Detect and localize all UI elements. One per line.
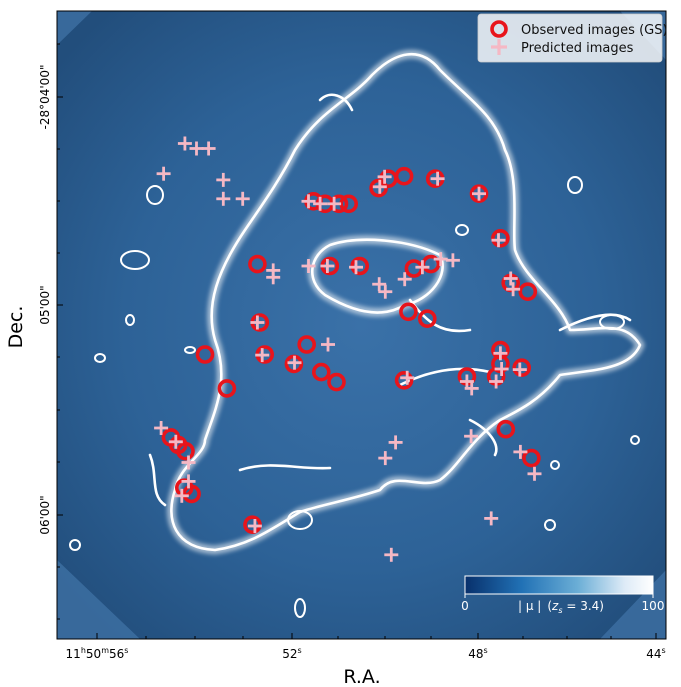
predicted-image-marker (372, 277, 387, 292)
observed-image-marker (339, 194, 359, 214)
predicted-image-marker (216, 191, 231, 206)
legend-box (477, 13, 663, 63)
y-tick-label-04: -28°04'00" (38, 65, 52, 130)
observed-image-marker (327, 372, 346, 392)
y-tick-label-05: 05'00" (38, 285, 52, 324)
observed-image-marker (469, 184, 489, 203)
predicted-image-marker (503, 271, 518, 286)
predicted-image-marker (464, 381, 479, 396)
x-axis-title: R.A. (343, 666, 380, 687)
predicted-image-marker (247, 519, 262, 533)
predicted-image-marker (400, 370, 415, 385)
magnification-map (57, 11, 666, 639)
predicted-image-marker (201, 141, 216, 156)
predicted-image-marker (174, 488, 189, 503)
predicted-image-marker (378, 284, 393, 299)
legend: Observed images (GS) Predicted images (477, 13, 668, 63)
axis-ticks (57, 43, 657, 639)
predicted-images-layer (154, 136, 542, 562)
predicted-image-marker (255, 348, 270, 363)
predicted-image-marker (388, 435, 403, 450)
predicted-image-marker (216, 172, 231, 187)
observed-image-marker (297, 335, 317, 354)
predicted-image-marker (464, 429, 479, 444)
predicted-image-marker (513, 444, 528, 459)
colorbar-max-label: 100 (642, 599, 665, 613)
predicted-image-marker (430, 171, 445, 186)
predicted-image-marker (433, 252, 448, 267)
predicted-image-marker (177, 136, 192, 151)
colorbar-gradient (464, 575, 654, 595)
predicted-image-marker (321, 337, 335, 352)
observed-image-marker (394, 370, 414, 390)
predicted-image-marker (377, 169, 392, 184)
x-tick-label-44: 44s (646, 646, 665, 661)
colorbar-label: | μ | (zs = 3.4) (518, 599, 604, 615)
observed-image-marker (217, 379, 237, 398)
observed-image-marker (399, 302, 418, 322)
predicted-image-marker (415, 260, 430, 275)
predicted-image-marker (327, 196, 342, 211)
predicted-image-marker (484, 511, 499, 526)
observed-image-marker (512, 358, 532, 378)
predicted-image-marker (527, 466, 542, 481)
predicted-image-marker (301, 194, 316, 209)
observed-image-marker (195, 345, 215, 364)
y-axis-title: Dec. (5, 306, 27, 349)
legend-observed-marker (490, 20, 508, 38)
x-tick-label-56: 11h50m56s (66, 646, 129, 661)
predicted-image-marker (397, 272, 412, 287)
y-tick-label-06: 06'00" (38, 495, 52, 534)
observed-image-marker (522, 448, 541, 468)
predicted-image-marker (266, 270, 281, 285)
predicted-image-marker (287, 355, 302, 370)
predicted-image-marker (491, 233, 506, 248)
x-tick-label-48: 48s (468, 646, 487, 661)
predicted-image-marker (320, 259, 335, 273)
observed-image-marker (518, 282, 538, 302)
observed-image-marker (176, 441, 195, 461)
legend-predicted-label: Predicted images (521, 41, 634, 56)
observed-image-marker (182, 484, 201, 504)
legend-predicted-marker (491, 39, 507, 55)
predicted-image-marker (156, 166, 171, 181)
predicted-image-marker (506, 282, 521, 297)
predicted-image-marker (445, 253, 460, 268)
x-tick-label-52: 52s (282, 646, 301, 661)
predicted-image-marker (154, 421, 169, 435)
predicted-image-marker (181, 455, 196, 470)
predicted-image-marker (472, 186, 486, 201)
colorbar: 0 100 | μ | (zs = 3.4) (461, 575, 665, 615)
predicted-image-marker (301, 259, 316, 273)
observed-image-marker (311, 362, 331, 382)
predicted-image-marker (181, 474, 196, 489)
predicted-image-marker (493, 346, 508, 361)
observed-image-marker (491, 229, 510, 248)
predicted-image-marker (250, 315, 265, 330)
observed-image-marker (496, 419, 516, 439)
predicted-image-marker (313, 196, 328, 211)
predicted-image-marker (378, 451, 393, 466)
observed-image-marker (417, 309, 437, 329)
predicted-image-marker (512, 362, 527, 377)
predicted-image-marker (384, 547, 399, 562)
legend-observed-label: Observed images (GS) (521, 23, 668, 38)
colorbar-min-label: 0 (461, 599, 469, 613)
observed-image-marker (394, 166, 414, 186)
predicted-image-marker (168, 434, 183, 449)
predicted-image-marker (494, 362, 509, 376)
observed-image-marker (248, 254, 267, 274)
plot-frame (56, 10, 667, 640)
predicted-image-marker (349, 260, 363, 275)
critical-curves (69, 49, 645, 618)
predicted-image-marker (489, 374, 504, 389)
predicted-image-marker (235, 191, 250, 206)
predicted-image-marker (189, 141, 204, 156)
predicted-image-marker (372, 179, 387, 194)
